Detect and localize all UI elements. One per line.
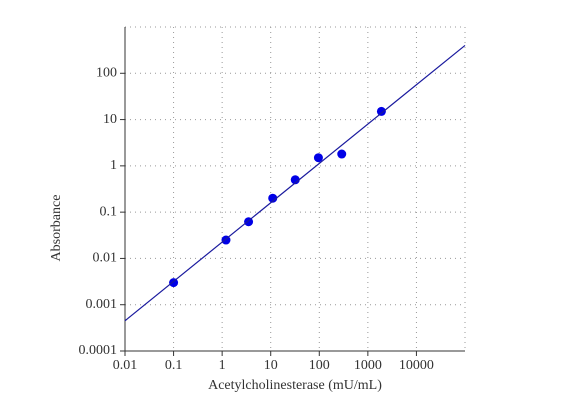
- x-axis-label: Acetylcholinesterase (mU/mL): [208, 378, 382, 393]
- x-tick-label: 0.1: [165, 358, 183, 373]
- y-tick-label: 0.001: [86, 297, 118, 312]
- y-tick-label: 0.1: [100, 204, 118, 219]
- fit-line: [124, 44, 466, 322]
- x-tick-label: 1000: [354, 358, 382, 373]
- y-tick-label: 0.01: [93, 251, 118, 266]
- x-tick-label: 100: [309, 358, 330, 373]
- data-point: [337, 149, 347, 159]
- data-point: [290, 175, 300, 185]
- data-point: [169, 278, 179, 288]
- y-tick-label: 100: [96, 66, 117, 81]
- x-tick-label: 1: [219, 358, 226, 373]
- data-point: [313, 153, 323, 163]
- x-tick-label: 10000: [399, 358, 434, 373]
- y-tick-label: 10: [103, 112, 117, 127]
- y-axis-label: Absorbance: [49, 195, 64, 262]
- y-tick-label: 0.0001: [79, 343, 118, 358]
- x-tick-label: 10: [264, 358, 278, 373]
- y-tick-label: 1: [110, 158, 117, 173]
- data-point: [376, 106, 386, 116]
- data-point: [268, 193, 278, 203]
- x-tick-label: 0.01: [113, 358, 138, 373]
